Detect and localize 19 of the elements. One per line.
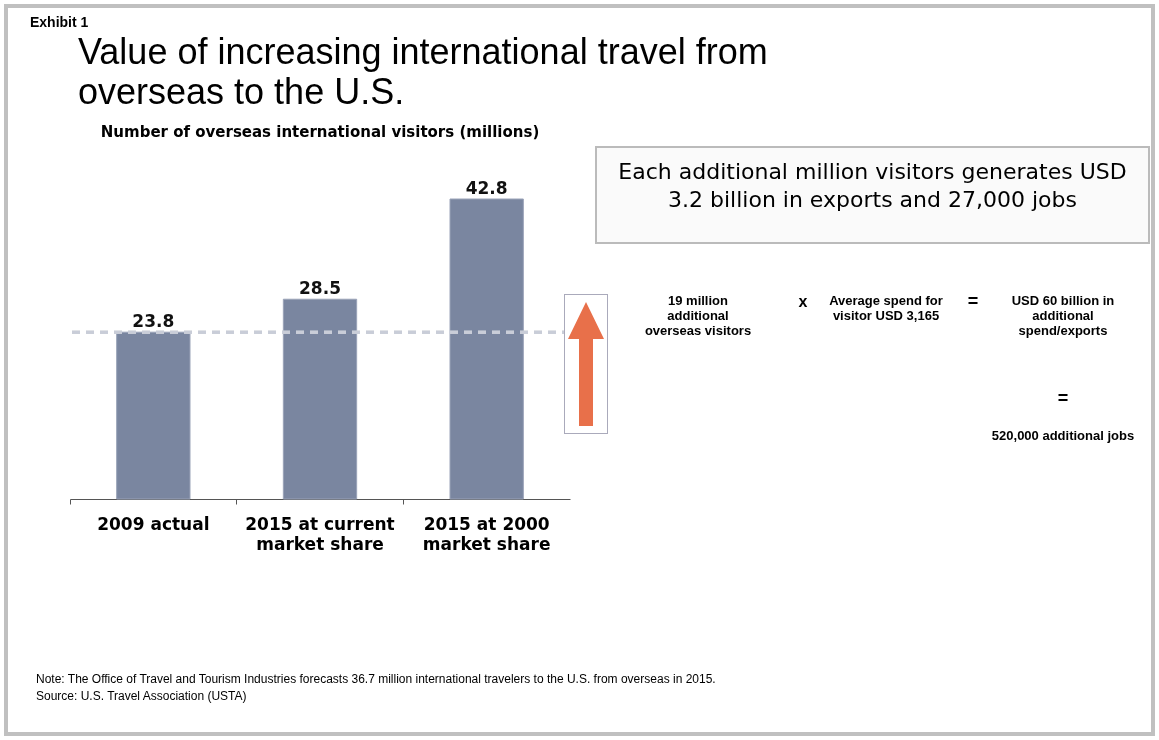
text: Each additional million visitors generates USD 3.2 billion in exports and 27,000 jobs xyxy=(617,158,1128,214)
x-tick-label: 2015 at 2000 market share xyxy=(422,513,551,554)
text: Exhibit 1 xyxy=(30,14,90,30)
text: = xyxy=(1056,388,1070,409)
source-note: Source: U.S. Travel Association (USTA) xyxy=(36,689,248,703)
text: Average spend for visitor USD 3,165 xyxy=(828,293,944,323)
text: 19 million additional overseas visitors xyxy=(643,293,753,338)
x-tick-label: 2009 actual xyxy=(97,513,210,534)
text: USD 60 billion in additional spend/exports xyxy=(1010,293,1116,338)
chart-subtitle: Number of overseas international visitors (millions) xyxy=(100,123,540,141)
text: x xyxy=(797,293,809,311)
data-label: 42.8 xyxy=(465,178,508,198)
text: 520,000 additional jobs xyxy=(990,428,1136,443)
data-label: 28.5 xyxy=(299,278,341,299)
x-tick-label: 2015 at current market share xyxy=(245,513,395,554)
data-label: 23.8 xyxy=(132,311,175,332)
text: Note: The Office of Travel and Tourism Industries forecasts 36.7 million international travelers to the U.S. from overseas in 2015. xyxy=(36,672,717,686)
text: = xyxy=(966,291,980,312)
chart-title: Value of increasing international travel from overseas to the U.S. xyxy=(78,31,769,112)
